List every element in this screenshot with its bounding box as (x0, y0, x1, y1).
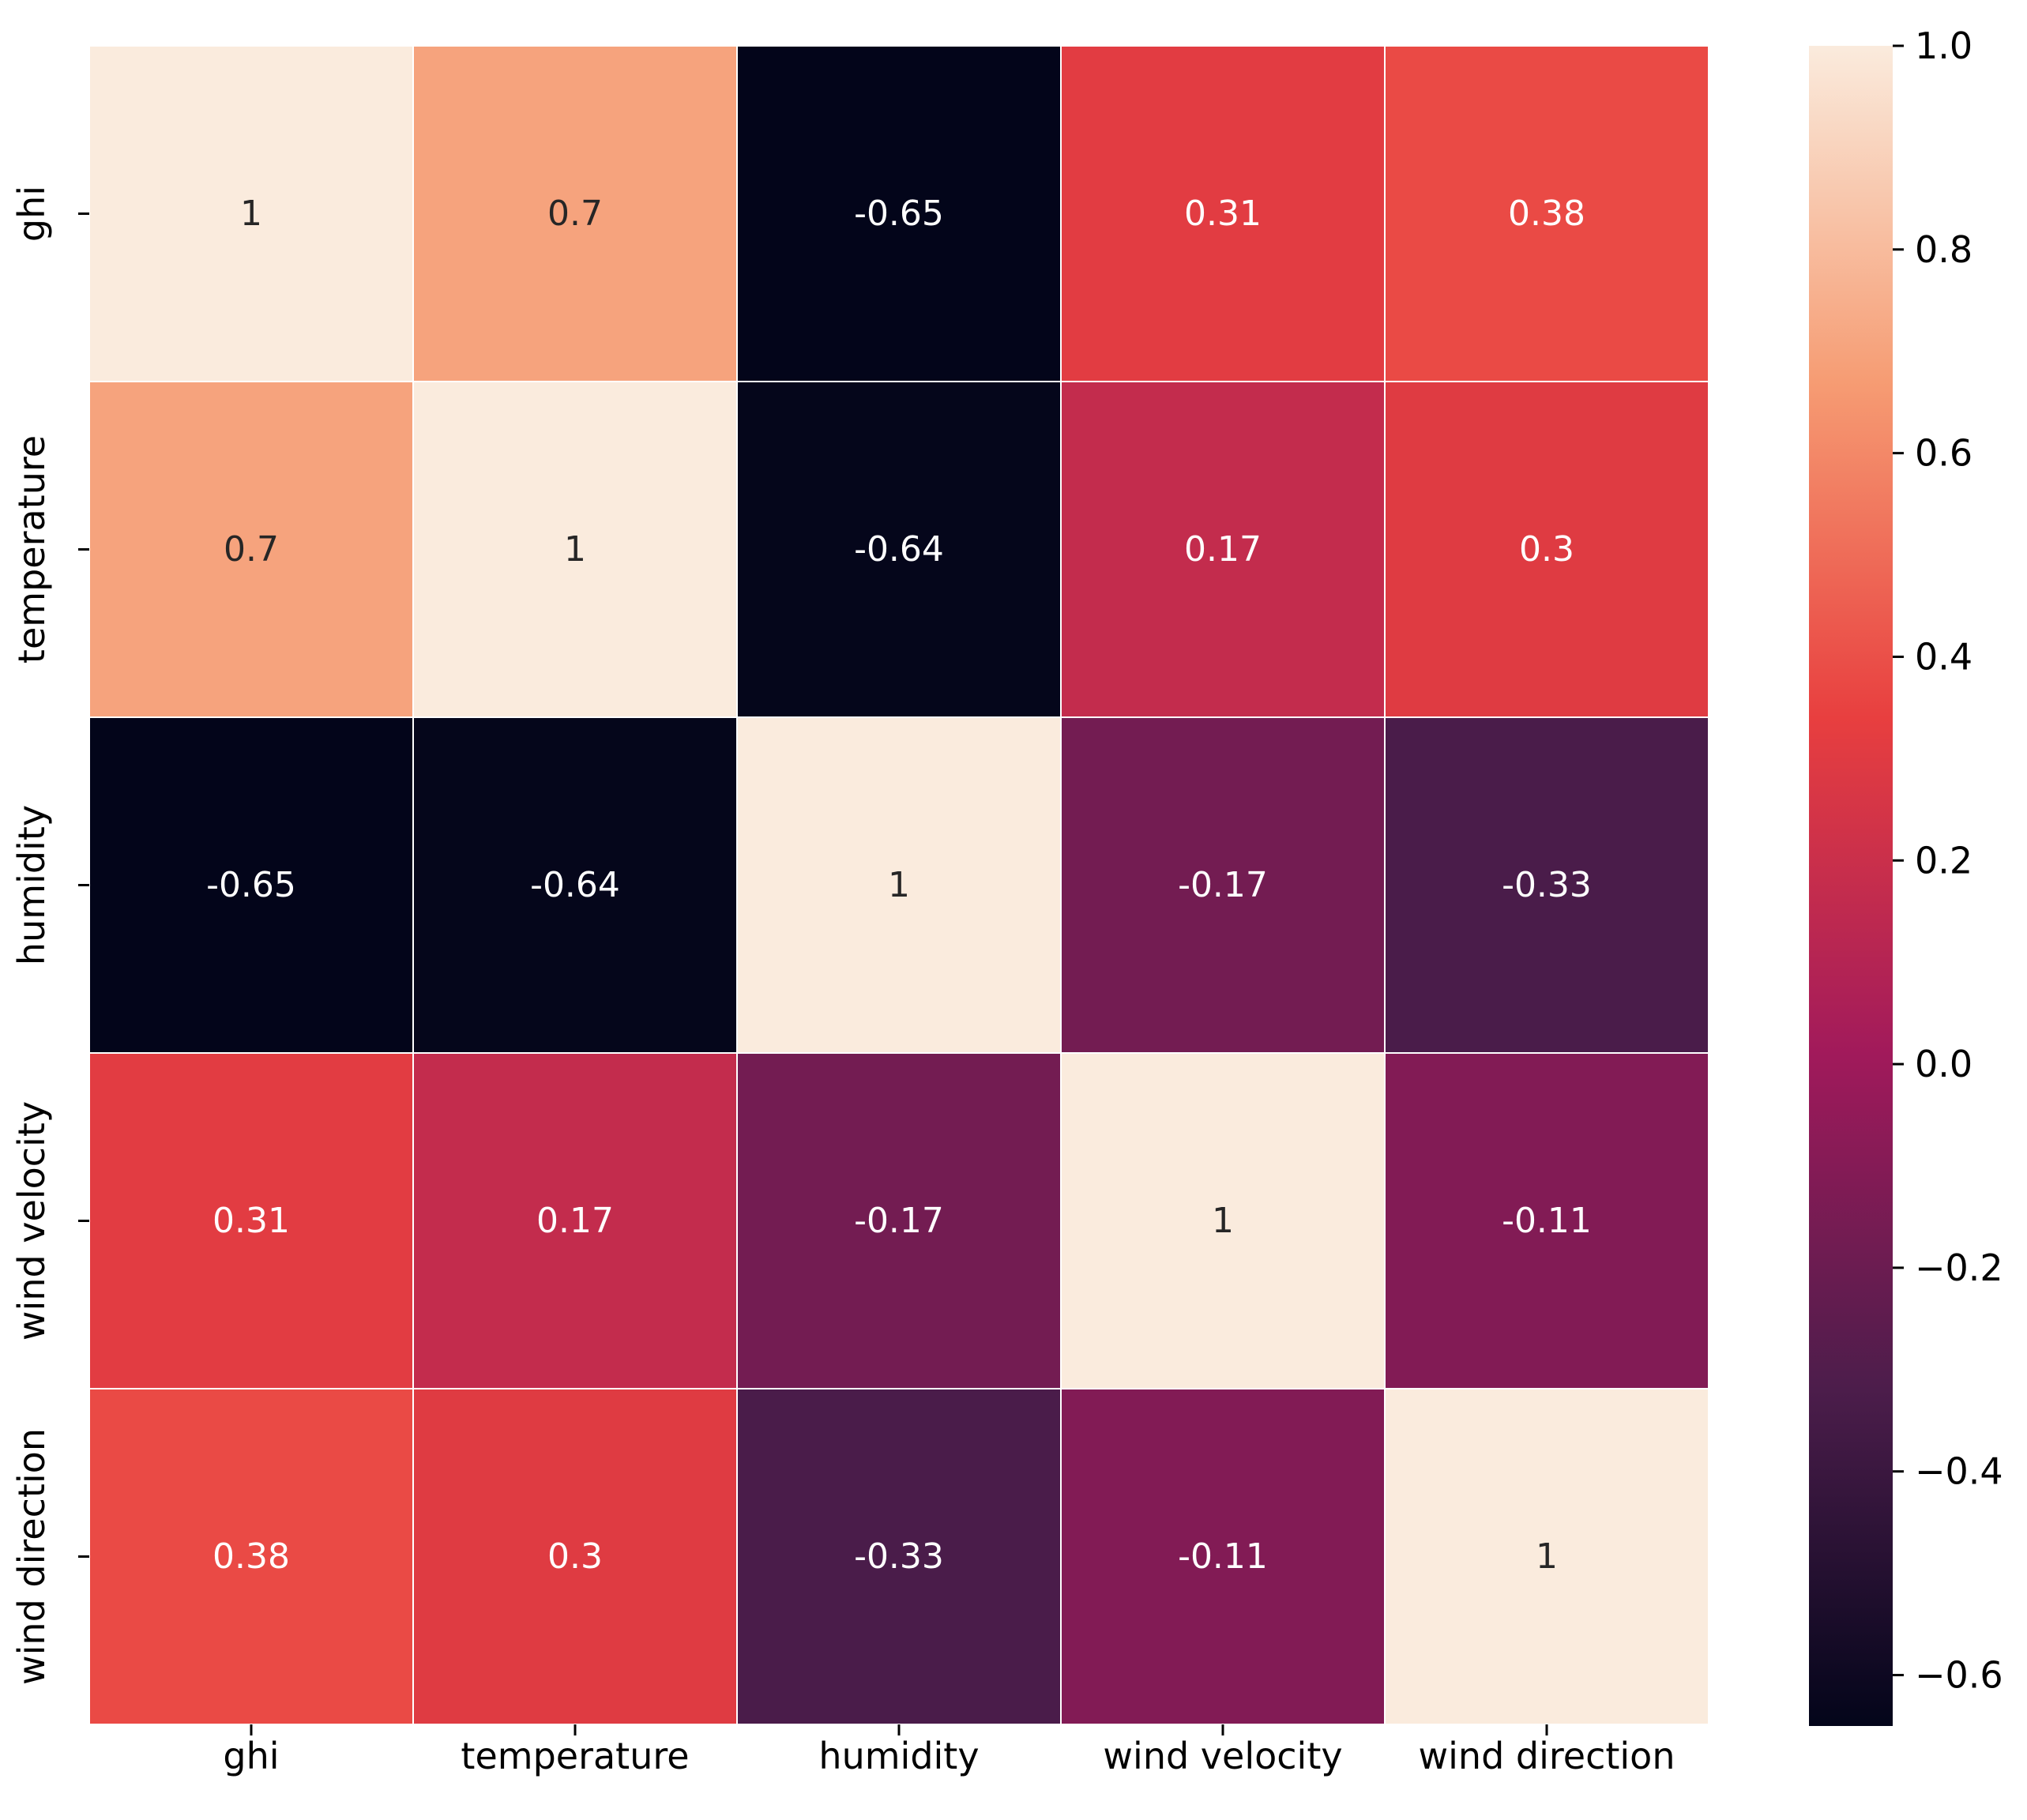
heatmap-cell-r3-c3 (1060, 1052, 1386, 1389)
x-axis: ghi temperature humidity wind velocity wind … (223, 1724, 1675, 1777)
heatmap-cell-r0-c2 (736, 45, 1062, 382)
heatmap-cell-r3-c1 (412, 1052, 738, 1389)
heatmap-cell-r0-c0 (88, 45, 414, 382)
cell-value-label-r0-c1: 0.7 (547, 194, 603, 234)
cell-value-label-r0-c0: 1 (240, 194, 262, 234)
cell-value-label-r2-c3: -0.17 (1178, 865, 1268, 905)
y-tick-label-0: ghi (10, 186, 53, 242)
heatmap-cell-r0-c1 (412, 45, 738, 382)
colorbar-tick-label-6: −0.2 (1915, 1247, 2003, 1289)
cell-value-label-r2-c4: -0.33 (1502, 865, 1592, 905)
cell-value-label-r1-c3: 0.17 (1184, 529, 1262, 570)
heatmap-cell-r3-c4 (1384, 1052, 1709, 1389)
cell-value-label-r1-c1: 1 (564, 529, 586, 570)
heatmap-cell-r1-c4 (1384, 381, 1709, 718)
cell-value-label-r2-c2: 1 (888, 865, 910, 905)
y-tick-label-2: humidity (10, 805, 53, 965)
heatmap-cell-r1-c2 (736, 381, 1062, 718)
cell-value-label-r1-c2: -0.64 (854, 529, 944, 570)
cell-value-label-r0-c3: 0.31 (1184, 194, 1262, 234)
y-tick-label-1: temperature (10, 435, 53, 664)
x-tick-label-2: humidity (818, 1735, 979, 1777)
colorbar-tick-label-3: 0.4 (1915, 635, 1972, 678)
colorbar-tick-label-7: −0.4 (1915, 1450, 2003, 1493)
x-tick-label-1: temperature (461, 1735, 689, 1777)
x-tick-label-0: ghi (223, 1735, 279, 1777)
heatmap-cell-r2-c4 (1384, 716, 1709, 1054)
heatmap-cell-r4-c4 (1384, 1388, 1709, 1725)
cell-value-label-r0-c4: 0.38 (1508, 194, 1585, 234)
cell-value-label-r4-c1: 0.3 (547, 1536, 603, 1577)
cell-value-label-r3-c3: 1 (1212, 1201, 1234, 1241)
colorbar-tick-label-2: 0.6 (1915, 432, 1972, 475)
x-tick-label-4: wind direction (1419, 1735, 1675, 1777)
heatmap-cell-r4-c0 (88, 1388, 414, 1725)
colorbar-tick-label-0: 1.0 (1915, 24, 1972, 67)
heatmap-cell-r4-c1 (412, 1388, 738, 1725)
y-tick-label-4: wind direction (10, 1428, 53, 1685)
heatmap-cell-r0-c3 (1060, 45, 1386, 382)
cell-value-label-r1-c0: 0.7 (224, 529, 279, 570)
heatmap-cell-r1-c1 (412, 381, 738, 718)
heatmap-cell-r4-c2 (736, 1388, 1062, 1725)
colorbar-tick-label-5: 0.0 (1915, 1043, 1972, 1085)
colorbar-tick-label-4: 0.2 (1915, 839, 1972, 882)
x-tick-label-3: wind velocity (1103, 1735, 1342, 1777)
cell-value-label-r2-c1: -0.64 (530, 865, 620, 905)
heatmap-cell-r0-c4 (1384, 45, 1709, 382)
cell-value-label-r4-c4: 1 (1536, 1536, 1558, 1577)
cell-value-label-r3-c4: -0.11 (1502, 1201, 1592, 1241)
cell-value-label-r4-c2: -0.33 (854, 1536, 944, 1577)
cell-value-label-r2-c0: -0.65 (206, 865, 296, 905)
cell-value-label-r0-c2: -0.65 (854, 194, 944, 234)
colorbar-tick-label-1: 0.8 (1915, 228, 1972, 271)
heatmap-cell-r2-c2 (736, 716, 1062, 1054)
cell-value-label-r3-c1: 0.17 (536, 1201, 614, 1241)
cell-value-label-r3-c2: -0.17 (854, 1201, 944, 1241)
heatmap-cell-labels: 1 0.7 -0.65 0.31 0.380.7 1 -0.64 0.17 0.3-0.65 -0… (206, 194, 1592, 1577)
heatmap-cell-r2-c3 (1060, 716, 1386, 1054)
cell-value-label-r4-c3: -0.11 (1178, 1536, 1268, 1577)
colorbar: 1.0 0.8 0.6 0.4 0.2 0.0 −0.2 −0.4 −0.6 (1809, 24, 2003, 1726)
heatmap-cell-r1-c0 (88, 381, 414, 718)
colorbar-tick-label-8: −0.6 (1915, 1654, 2003, 1697)
heatmap-cell-r3-c2 (736, 1052, 1062, 1389)
cell-value-label-r4-c0: 0.38 (212, 1536, 290, 1577)
y-tick-label-3: wind velocity (10, 1101, 53, 1341)
heatmap-cells (88, 45, 1709, 1725)
y-axis: ghi temperature humidity wind velocity wind … (10, 186, 89, 1685)
cell-value-label-r1-c4: 0.3 (1519, 529, 1574, 570)
colorbar-gradient (1809, 46, 1893, 1726)
heatmap-cell-r2-c1 (412, 716, 738, 1054)
cell-value-label-r3-c0: 0.31 (212, 1201, 290, 1241)
